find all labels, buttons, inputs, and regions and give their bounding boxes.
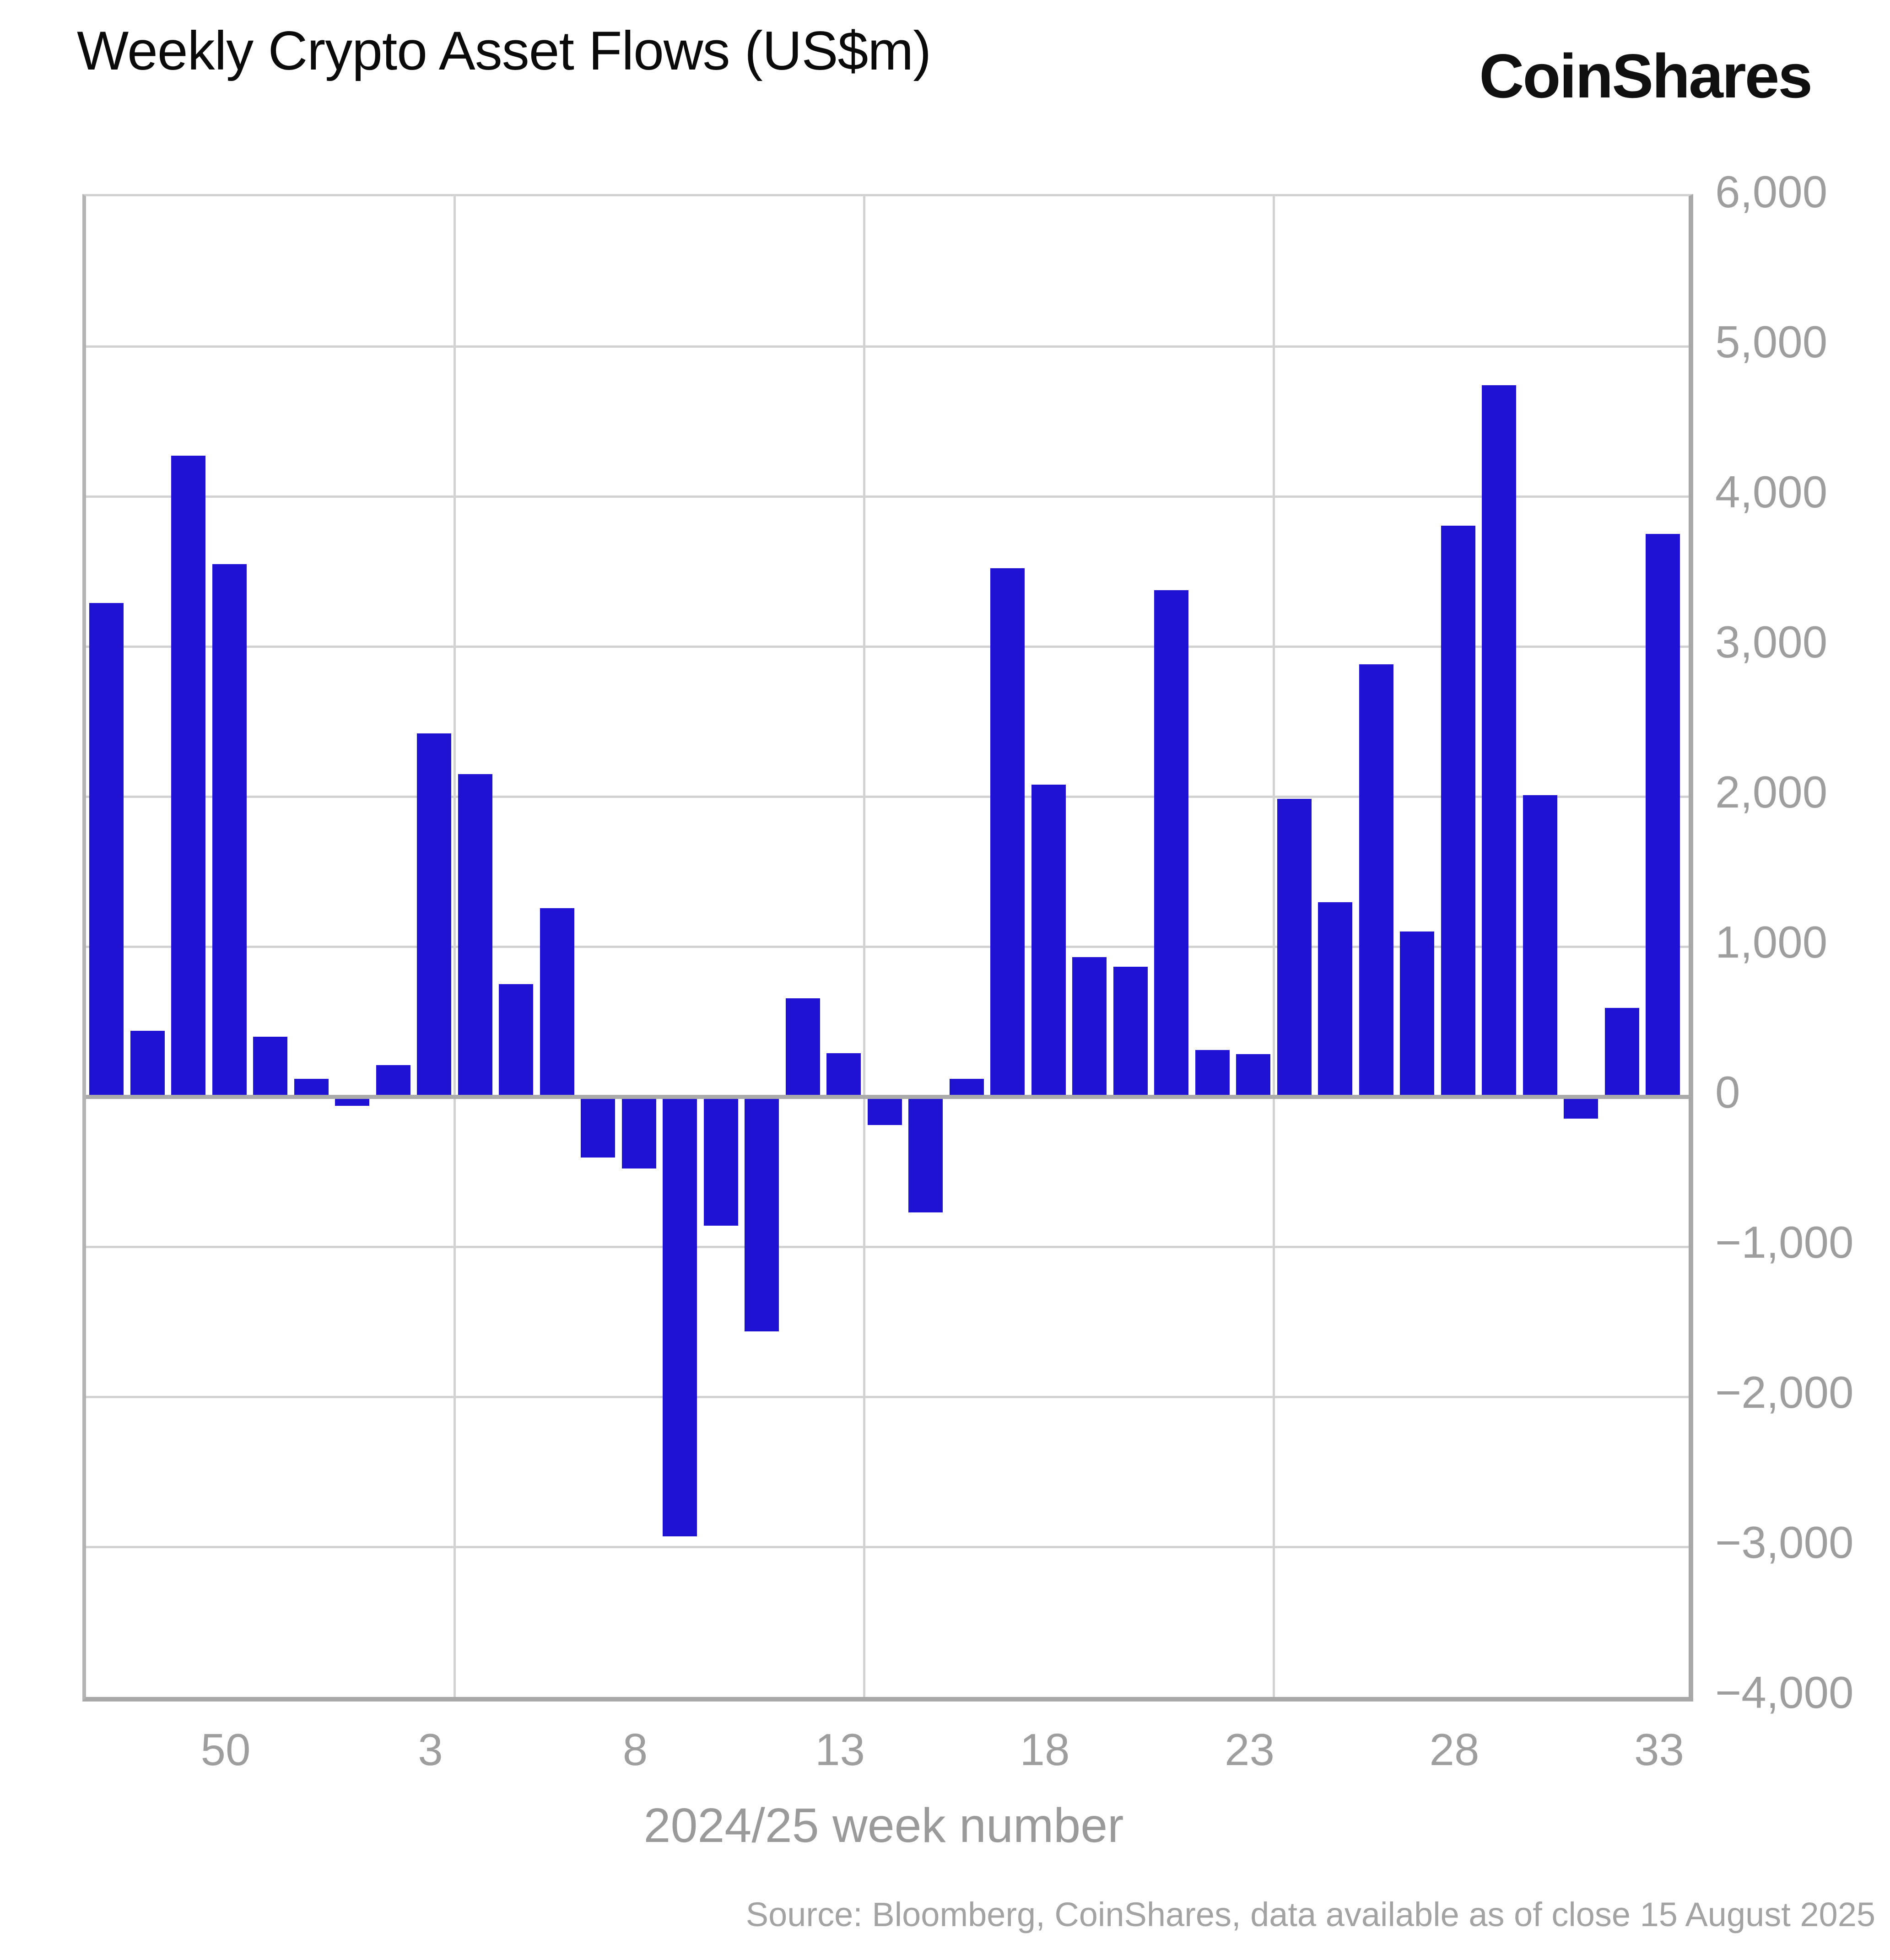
bar-week-33	[1646, 534, 1680, 1097]
x-tick-week-28: 28	[1429, 1724, 1480, 1775]
gridline-v-after-week-23	[1273, 196, 1275, 1697]
gridline-h--2000	[86, 1396, 1689, 1398]
bar-week-30	[1523, 795, 1557, 1097]
bar-week-3	[417, 733, 451, 1097]
bar-week-13	[826, 1053, 861, 1097]
bar-week-28	[1441, 525, 1475, 1097]
bar-week-32	[1604, 1008, 1639, 1097]
x-tick-week-18: 18	[1020, 1724, 1070, 1775]
bar-week-15	[908, 1097, 943, 1212]
bar-week-9	[663, 1097, 697, 1537]
y-tick--1000: −1,000	[1715, 1217, 1854, 1267]
bar-week-27	[1400, 932, 1434, 1097]
bar-week-22	[1195, 1050, 1230, 1097]
coinshares-logo: CoinShares	[1479, 41, 1813, 111]
y-tick-4000: 4,000	[1715, 466, 1828, 517]
gridline-h--3000	[86, 1546, 1689, 1548]
bar-week-4	[458, 774, 492, 1097]
bar-week-24	[1277, 798, 1312, 1097]
bar-week-21	[1154, 590, 1188, 1097]
bar-week-50	[212, 564, 247, 1097]
source-note: Source: Bloomberg, CoinShares, data avai…	[745, 1895, 1875, 1933]
zero-axis-line	[86, 1095, 1689, 1099]
bar-week-5	[499, 984, 533, 1097]
x-tick-week-3: 3	[418, 1724, 443, 1775]
y-tick-5000: 5,000	[1715, 316, 1828, 367]
bar-week-20	[1113, 967, 1148, 1097]
plot-area	[82, 194, 1693, 1702]
bar-week-48	[130, 1030, 165, 1097]
gridline-h-4000	[86, 495, 1689, 498]
y-tick--4000: −4,000	[1715, 1667, 1854, 1718]
bar-week-14	[867, 1097, 902, 1125]
y-tick--2000: −2,000	[1715, 1367, 1854, 1417]
bar-week-2	[376, 1065, 410, 1097]
bar-week-11	[745, 1097, 779, 1332]
bar-week-10	[703, 1097, 738, 1226]
x-axis-title: 2024/25 week number	[643, 1798, 1124, 1852]
bar-week-47	[89, 603, 124, 1097]
bar-week-25	[1318, 902, 1352, 1097]
bar-week-19	[1072, 957, 1107, 1097]
y-tick--3000: −3,000	[1715, 1517, 1854, 1567]
bar-week-16	[949, 1078, 984, 1097]
bar-week-18	[1031, 784, 1066, 1097]
y-tick-0: 0	[1715, 1066, 1740, 1117]
bar-week-26	[1359, 664, 1393, 1097]
bar-week-31	[1564, 1097, 1598, 1119]
bar-week-6	[540, 908, 574, 1097]
bar-week-49	[171, 456, 205, 1097]
gridline-h-5000	[86, 345, 1689, 348]
y-tick-6000: 6,000	[1715, 166, 1828, 217]
x-tick-week-50: 50	[200, 1724, 251, 1775]
bar-week-51	[253, 1036, 287, 1097]
bar-week-29	[1482, 385, 1516, 1097]
x-tick-week-23: 23	[1224, 1724, 1275, 1775]
bar-week-17	[990, 568, 1025, 1097]
y-tick-1000: 1,000	[1715, 916, 1828, 967]
gridline-h--1000	[86, 1246, 1689, 1248]
gridline-h-2000	[86, 796, 1689, 798]
y-tick-2000: 2,000	[1715, 766, 1828, 817]
chart-title: Weekly Crypto Asset Flows (US$m)	[77, 20, 931, 81]
gridline-h-3000	[86, 646, 1689, 648]
bar-week-23	[1236, 1054, 1270, 1097]
bar-week-12	[785, 998, 820, 1097]
x-tick-week-13: 13	[815, 1724, 865, 1775]
x-tick-week-33: 33	[1634, 1724, 1685, 1775]
y-tick-3000: 3,000	[1715, 616, 1828, 667]
gridline-v-after-week-3	[454, 196, 456, 1697]
bar-week-52	[294, 1078, 329, 1097]
gridline-h-1000	[86, 946, 1689, 948]
x-tick-week-8: 8	[622, 1724, 648, 1775]
bar-week-7	[581, 1097, 615, 1158]
bar-week-8	[621, 1097, 656, 1169]
gridline-v-after-week-13	[863, 196, 866, 1697]
